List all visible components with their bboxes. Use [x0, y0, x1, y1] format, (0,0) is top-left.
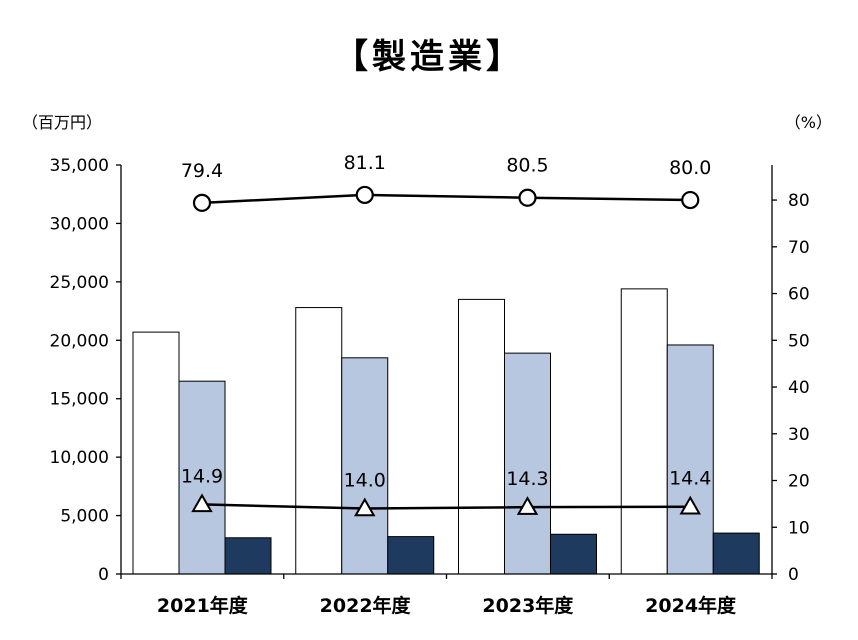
bar — [504, 352, 551, 575]
right-tick-label: 0 — [788, 565, 799, 585]
right-tick-label: 40 — [788, 378, 810, 398]
left-tick-label: 10,000 — [50, 448, 109, 468]
x-category-label: 2024年度 — [645, 594, 737, 617]
left-tick-label: 20,000 — [50, 331, 109, 351]
bar — [178, 380, 226, 575]
circle-point — [681, 190, 700, 210]
bar — [341, 357, 389, 575]
bar — [666, 344, 714, 575]
left-tick-label: 25,000 — [50, 273, 109, 293]
x-category-label: 2021年度 — [157, 594, 249, 617]
bar-layer — [132, 288, 760, 575]
chart-title: 【製造業】 — [334, 37, 524, 77]
x-category-label: 2022年度 — [320, 594, 412, 617]
left-tick-label: 0 — [98, 565, 109, 585]
right-tick-label: 60 — [788, 285, 810, 305]
bar — [550, 533, 597, 575]
bar — [458, 298, 505, 575]
bar — [620, 288, 668, 575]
axes-layer: 0 5,000 10,000 15,000 20,000 25,000 30,000 35,0… — [50, 156, 810, 617]
right-tick-label: 20 — [788, 472, 810, 492]
left-tick-label: 5,000 — [60, 507, 109, 527]
circle-point — [518, 188, 537, 207]
triangle-point — [516, 496, 539, 515]
bar — [132, 331, 180, 575]
data-label: 81.1 — [344, 152, 386, 174]
bar — [295, 307, 343, 575]
x-category-label: 2023年度 — [482, 594, 574, 617]
triangle-point — [354, 497, 376, 517]
data-label: 14.4 — [669, 468, 711, 490]
right-tick-label: 80 — [788, 191, 810, 211]
series-line — [201, 193, 691, 205]
left-axis-unit: （百万円） — [22, 113, 102, 132]
left-tick-label: 30,000 — [50, 214, 109, 234]
right-tick-label: 50 — [788, 331, 810, 351]
right-tick-label: 70 — [788, 238, 810, 258]
bar — [712, 532, 760, 575]
triangle-point — [679, 495, 701, 515]
data-label: 80.0 — [669, 157, 711, 179]
right-tick-label: 30 — [788, 425, 810, 445]
data-label: 79.4 — [181, 160, 223, 182]
circle-point — [192, 193, 212, 212]
right-tick-label: 10 — [788, 518, 810, 538]
bar — [387, 536, 435, 575]
triangle-point — [191, 493, 213, 513]
bar — [224, 537, 272, 575]
left-tick-label: 15,000 — [50, 390, 109, 410]
data-label: 14.0 — [344, 470, 386, 492]
data-label: 14.3 — [506, 468, 548, 490]
label-layer: 79.4 81.1 80.5 80.0 14.9 14.0 14.3 14.4 — [181, 152, 712, 492]
right-axis-unit: （%） — [785, 113, 832, 132]
series-line — [201, 503, 691, 510]
circle-point — [355, 185, 374, 205]
data-label: 80.5 — [506, 155, 548, 177]
line-layer — [191, 185, 701, 517]
left-tick-label: 35,000 — [50, 156, 109, 176]
data-label: 14.9 — [181, 465, 223, 487]
